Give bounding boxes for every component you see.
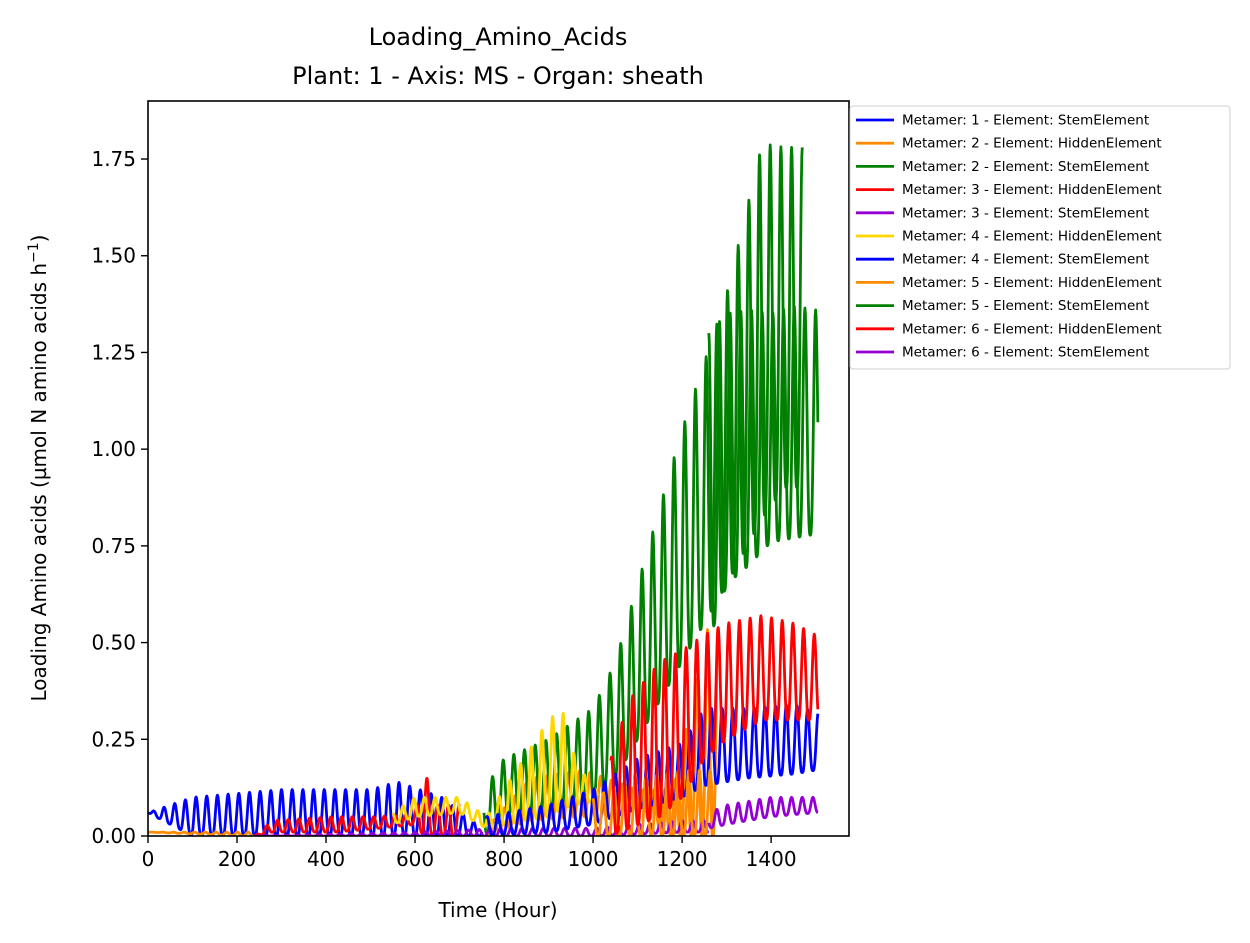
legend-label: Metamer: 5 - Element: HiddenElement [902, 275, 1162, 291]
x-tick-label: 600 [396, 847, 434, 871]
series-line [482, 143, 804, 835]
legend-label: Metamer: 6 - Element: HiddenElement [902, 321, 1162, 337]
y-axis-label-superscript: −1 [26, 242, 42, 263]
series-line [707, 304, 820, 628]
y-tick-label: 1.25 [91, 340, 136, 364]
x-tick-label: 0 [142, 847, 155, 871]
series-group [148, 143, 820, 836]
legend-label: Metamer: 3 - Element: StemElement [902, 205, 1149, 221]
legend-label: Metamer: 2 - Element: HiddenElement [902, 136, 1162, 152]
x-tick-label: 200 [218, 847, 256, 871]
chart-title: Loading_Amino_Acids [369, 23, 628, 51]
chart-subtitle: Plant: 1 - Axis: MS - Organ: sheath [292, 62, 704, 90]
y-axis-label-suffix: ) [27, 235, 51, 243]
legend-frame [849, 105, 1231, 370]
x-tick-label: 1200 [657, 847, 708, 871]
x-tick-label: 1400 [746, 847, 797, 871]
x-tick-label: 1000 [568, 847, 619, 871]
series-line [484, 703, 820, 836]
legend: Metamer: 1 - Element: StemElement Metamer… [849, 105, 1231, 370]
y-tick-label: 0.00 [91, 824, 136, 848]
series-line [253, 819, 710, 836]
y-axis-label-main: Loading Amino acids (µmol N amino acids … [27, 263, 51, 702]
y-tick-label: 1.75 [91, 147, 136, 171]
x-tick-label: 800 [485, 847, 523, 871]
legend-label: Metamer: 3 - Element: HiddenElement [902, 182, 1162, 198]
legend-label: Metamer: 5 - Element: StemElement [902, 298, 1149, 314]
x-tick-label: 400 [307, 847, 345, 871]
y-tick-label: 0.75 [91, 534, 136, 558]
y-tick-label: 1.00 [91, 437, 136, 461]
y-axis: 0.00 0.25 0.50 0.75 1.00 1.25 1.50 1.75 [91, 147, 148, 848]
legend-label: Metamer: 4 - Element: HiddenElement [902, 229, 1162, 245]
x-axis-label: Time (Hour) [437, 898, 557, 922]
y-tick-label: 0.50 [91, 631, 136, 655]
series-line [707, 795, 819, 830]
series-line [609, 614, 820, 835]
y-tick-label: 0.25 [91, 727, 136, 751]
legend-label: Metamer: 1 - Element: StemElement [902, 113, 1149, 129]
legend-label: Metamer: 2 - Element: StemElement [902, 159, 1149, 175]
plot-frame [147, 100, 850, 837]
series-line [253, 776, 461, 836]
legend-label: Metamer: 6 - Element: StemElement [902, 345, 1149, 361]
y-tick-label: 1.50 [91, 244, 136, 268]
legend-label: Metamer: 4 - Element: StemElement [902, 252, 1149, 268]
y-axis-label: Loading Amino acids (µmol N amino acids … [26, 235, 51, 702]
x-axis: 0 200 400 600 800 1000 1200 1400 [142, 836, 797, 871]
